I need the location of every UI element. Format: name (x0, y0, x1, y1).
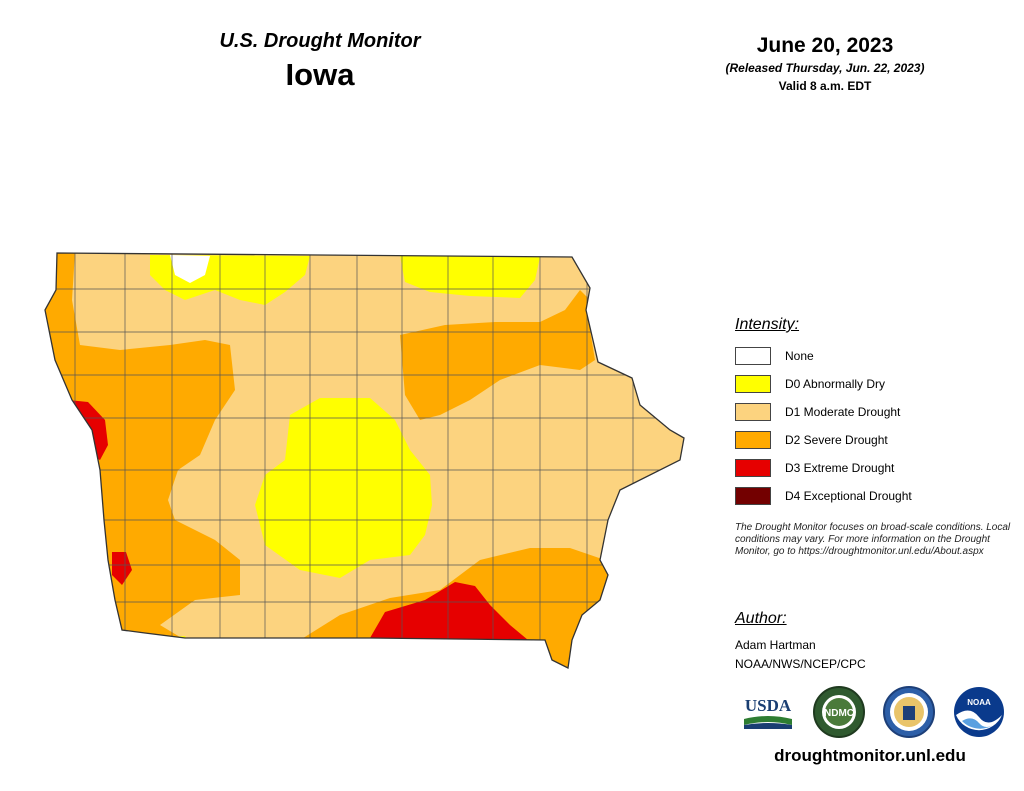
legend-label: D0 Abnormally Dry (785, 377, 886, 391)
author-block: Author: Adam Hartman NOAA/NWS/NCEP/CPC (735, 610, 1005, 671)
author-org: NOAA/NWS/NCEP/CPC (735, 657, 866, 671)
map-date: June 20, 2023 (756, 34, 894, 57)
legend-label: D2 Severe Drought (785, 433, 888, 447)
legend-swatch (735, 347, 771, 365)
disclaimer-text: The Drought Monitor focuses on broad-sca… (735, 522, 1011, 557)
drought-areas (45, 253, 684, 668)
iowa-state-outline (44, 252, 685, 669)
legend-items: None D0 Abnormally Dry D1 Moderate Drought… (735, 342, 1005, 510)
legend-item: D0 Abnormally Dry (735, 370, 1005, 398)
state-title: Iowa (285, 57, 355, 92)
partner-logos: USDA NDMC NOAA (740, 683, 1010, 739)
legend-swatch (735, 375, 771, 393)
legend-label: None (785, 349, 814, 363)
d2-northeast-area (400, 290, 595, 420)
legend-label: D4 Exceptional Drought (785, 489, 912, 503)
legend-item: D4 Exceptional Drought (735, 482, 1005, 510)
d0-northeast-area (400, 256, 540, 298)
legend-label: D1 Moderate Drought (785, 405, 901, 419)
usda-logo: USDA (744, 696, 792, 729)
commerce-seal (883, 686, 935, 738)
header-left: U.S. Drought Monitor Iowa (130, 30, 510, 93)
none-area (170, 255, 210, 283)
legend-swatch (735, 459, 771, 477)
legend: Intensity: None D0 Abnormally Dry D1 Moder… (735, 316, 1005, 510)
usda-logo-text: USDA (745, 696, 792, 715)
ndmc-logo: NDMC (813, 686, 865, 738)
author-name: Adam Hartman (735, 638, 816, 652)
author-title: Author: (735, 610, 787, 627)
legend-item: D1 Moderate Drought (735, 398, 1005, 426)
website-url[interactable]: droughtmonitor.unl.edu (774, 746, 966, 765)
valid-time: Valid 8 a.m. EDT (778, 79, 872, 93)
legend-item: D2 Severe Drought (735, 426, 1005, 454)
d0-central-area (255, 398, 432, 578)
d3-south-area (370, 582, 528, 640)
legend-swatch (735, 431, 771, 449)
legend-item: D3 Extreme Drought (735, 454, 1005, 482)
product-title: U.S. Drought Monitor (219, 30, 421, 52)
legend-title: Intensity: (735, 316, 800, 333)
header-right: June 20, 2023 (Released Thursday, Jun. 2… (660, 34, 990, 93)
release-note: (Released Thursday, Jun. 22, 2023) (725, 61, 925, 75)
noaa-logo-text: NOAA (967, 698, 991, 707)
legend-item: None (735, 342, 1005, 370)
ndmc-logo-text: NDMC (824, 708, 854, 719)
legend-swatch (735, 487, 771, 505)
legend-swatch (735, 403, 771, 421)
d3-southwest-area (112, 552, 132, 585)
noaa-logo: NOAA (954, 687, 1004, 737)
legend-label: D3 Extreme Drought (785, 461, 895, 475)
